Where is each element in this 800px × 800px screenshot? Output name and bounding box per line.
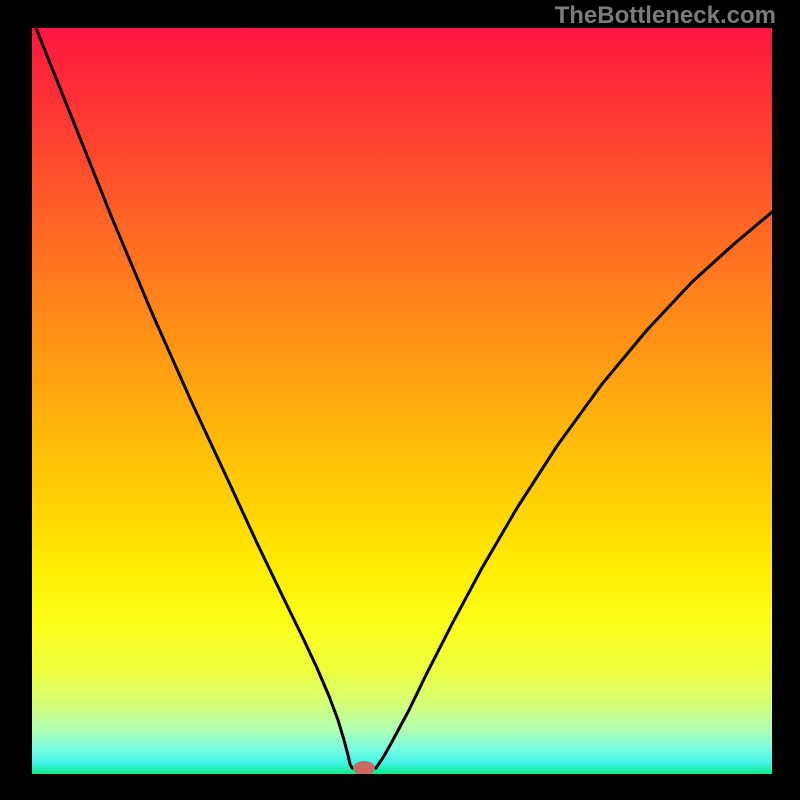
chart-frame: TheBottleneck.com <box>0 0 800 800</box>
bottleneck-chart <box>32 28 772 774</box>
watermark-text: TheBottleneck.com <box>555 2 776 30</box>
plot-background <box>32 28 772 774</box>
